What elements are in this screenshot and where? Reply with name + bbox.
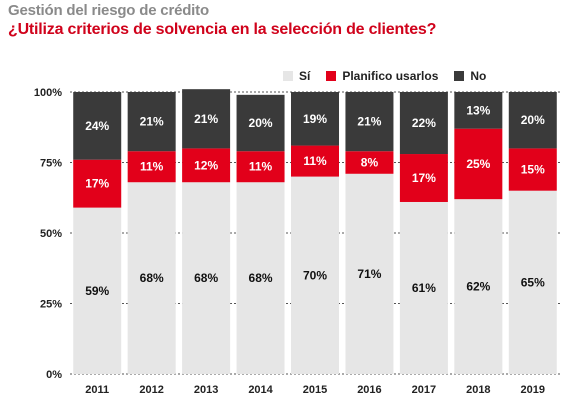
y-tick-label-3: 75%	[40, 158, 62, 170]
bar-2019-series-0	[508, 190, 557, 374]
y-tick-label-1: 25%	[40, 299, 62, 311]
bar-2017-series-0	[399, 201, 448, 374]
bar-2017-series-1	[399, 154, 448, 202]
bar-label-2011-series-1: 17%	[85, 177, 109, 191]
bar-label-2016-series-1: 8%	[361, 156, 379, 170]
legend-label-1: Planifico usarlos	[342, 69, 439, 83]
bar-label-2015-series-1: 11%	[303, 154, 327, 168]
bar-label-2014-series-1: 11%	[249, 160, 273, 174]
x-tick-label-2012: 2012	[139, 384, 163, 396]
bar-2013-series-1	[182, 148, 231, 183]
bar-2013-series-0	[182, 182, 231, 374]
bar-label-2018-series-0: 62%	[466, 280, 490, 294]
bar-label-2011-series-0: 59%	[85, 284, 109, 298]
bar-label-2013-series-2: 21%	[194, 112, 218, 126]
bar-2016-series-0	[345, 173, 394, 374]
legend-item-1: Planifico usarlos	[326, 69, 438, 83]
bar-label-2014-series-0: 68%	[249, 271, 273, 285]
legend-swatch-1	[326, 71, 337, 81]
bar-label-2012-series-0: 68%	[140, 271, 164, 285]
bar-label-2017-series-2: 22%	[412, 116, 436, 130]
bar-label-2011-series-2: 24%	[85, 119, 109, 133]
chart-subtitle: ¿Utiliza criterios de solvencia en la se…	[8, 21, 437, 38]
bar-2016-series-1	[345, 151, 394, 174]
bar-2013-series-2	[182, 89, 231, 149]
bar-2011-series-2	[73, 92, 122, 160]
bar-label-2015-series-0: 70%	[303, 268, 327, 282]
bar-label-2019-series-0: 65%	[521, 275, 545, 289]
x-tick-label-2019: 2019	[521, 384, 545, 396]
legend-label-0: Sí	[299, 69, 311, 83]
bar-label-2018-series-1: 25%	[466, 157, 490, 171]
x-tick-label-2014: 2014	[248, 384, 273, 396]
bar-label-2019-series-2: 20%	[521, 113, 545, 127]
bar-2018-series-0	[454, 199, 503, 374]
legend-swatch-2	[454, 71, 465, 81]
bar-label-2016-series-2: 21%	[357, 115, 381, 129]
bar-label-2019-series-1: 15%	[521, 163, 545, 177]
y-tick-label-4: 100%	[34, 87, 62, 99]
bar-2019-series-2	[508, 92, 557, 149]
bar-2018-series-2	[454, 92, 503, 129]
x-tick-label-2016: 2016	[357, 384, 381, 396]
chart-title: Gestión del riesgo de crédito	[8, 2, 209, 19]
bar-2017-series-2	[399, 92, 448, 155]
y-tick-label-0: 0%	[46, 369, 62, 381]
bar-2012-series-2	[127, 92, 176, 152]
bar-label-2013-series-0: 68%	[194, 271, 218, 285]
x-tick-label-2017: 2017	[412, 384, 436, 396]
bar-label-2014-series-2: 20%	[249, 116, 273, 130]
bar-2015-series-2	[291, 92, 339, 146]
bar-label-2017-series-0: 61%	[412, 281, 436, 295]
bar-2018-series-1	[454, 128, 503, 200]
bar-2014-series-2	[236, 94, 285, 152]
bar-2012-series-0	[127, 182, 176, 374]
bar-2011-series-1	[73, 159, 122, 208]
bar-label-2016-series-0: 71%	[357, 267, 381, 281]
legend-item-0: Sí	[283, 69, 310, 83]
bar-label-2012-series-1: 11%	[140, 160, 164, 174]
bar-2014-series-0	[236, 182, 285, 374]
bar-2015-series-0	[291, 176, 339, 374]
x-tick-label-2011: 2011	[85, 384, 109, 396]
bar-2016-series-2	[345, 92, 394, 152]
bar-2011-series-0	[73, 207, 122, 374]
bar-label-2013-series-1: 12%	[194, 158, 218, 172]
bar-label-2018-series-2: 13%	[466, 103, 490, 117]
chart-legend: Sí Planifico usarlos No	[283, 69, 502, 83]
x-tick-label-2015: 2015	[303, 384, 327, 396]
bar-2012-series-1	[127, 151, 176, 183]
bar-label-2015-series-2: 19%	[303, 112, 327, 126]
legend-item-2: No	[454, 69, 486, 83]
y-tick-label-2: 50%	[40, 228, 62, 240]
bar-2014-series-1	[236, 151, 285, 183]
bar-label-2012-series-2: 21%	[140, 115, 164, 129]
legend-label-2: No	[470, 69, 487, 83]
legend-swatch-0	[283, 71, 293, 81]
x-tick-label-2018: 2018	[466, 384, 490, 396]
x-tick-label-2013: 2013	[194, 384, 218, 396]
bar-2015-series-1	[291, 145, 339, 177]
bar-label-2017-series-1: 17%	[412, 171, 436, 185]
bar-2019-series-1	[508, 148, 557, 191]
